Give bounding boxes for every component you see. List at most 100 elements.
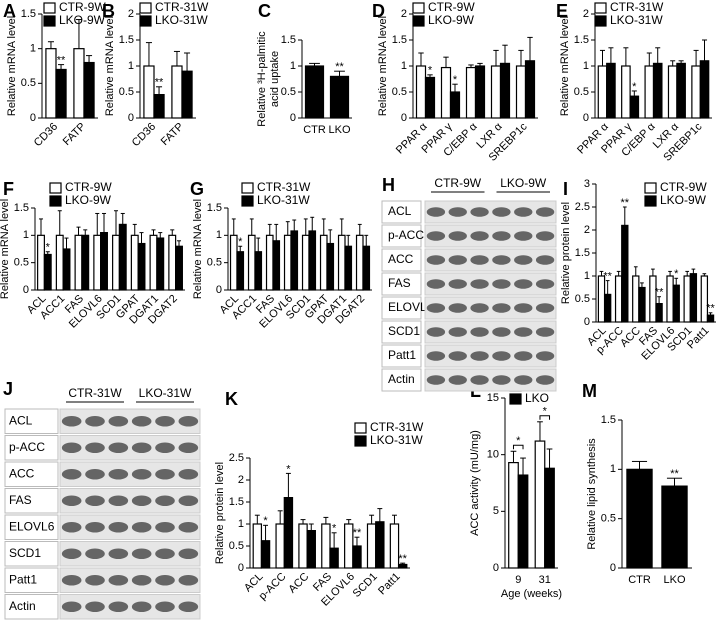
y-tick-label: 15 xyxy=(487,392,499,404)
bracket xyxy=(512,444,524,450)
y-tick-label: 1 xyxy=(128,60,134,72)
bar xyxy=(304,65,325,119)
y-tick-label: 0 xyxy=(238,562,244,574)
significance: ** xyxy=(57,55,66,67)
blot-strip xyxy=(59,594,201,620)
panel-letter: K xyxy=(225,389,238,409)
x-tick-label: 9 xyxy=(515,574,521,586)
y-tick-label: 1 xyxy=(610,463,616,475)
band xyxy=(108,415,129,427)
band xyxy=(470,279,489,289)
bar xyxy=(644,65,655,119)
blot-strip xyxy=(59,567,201,593)
band xyxy=(155,442,175,454)
y-tick-label: 2.5 xyxy=(575,201,590,213)
band xyxy=(85,415,105,427)
band xyxy=(155,495,175,507)
y-tick-label: 1.5 xyxy=(207,202,222,214)
bar xyxy=(449,91,461,119)
bar xyxy=(37,234,45,291)
y-tick-label: 1 xyxy=(583,60,589,72)
group-label: CTR-31W xyxy=(68,386,122,400)
x-tick-label: SCD1 xyxy=(351,571,380,600)
y-tick-label: 1 xyxy=(290,60,296,72)
band xyxy=(61,548,82,560)
band xyxy=(108,495,129,507)
significance: * xyxy=(332,523,337,535)
bar xyxy=(337,234,346,291)
bar xyxy=(254,251,263,291)
significance: * xyxy=(263,515,268,527)
y-tick-label: 0 xyxy=(30,112,36,124)
bar xyxy=(691,65,701,119)
y-tick-label: 0.5 xyxy=(21,77,36,89)
label-box xyxy=(381,296,422,320)
label-box xyxy=(4,461,59,487)
band xyxy=(448,255,467,265)
bar xyxy=(143,65,155,119)
legend-label: CTR-9W xyxy=(65,180,112,194)
band xyxy=(85,521,105,533)
y-axis-label: Relative mRNA level xyxy=(104,16,116,116)
band xyxy=(492,375,511,385)
band xyxy=(470,231,489,241)
legend-label: LKO-31W xyxy=(610,13,663,27)
y-tick-label: 0 xyxy=(128,112,134,124)
band xyxy=(492,255,511,265)
significance: * xyxy=(516,435,521,447)
band xyxy=(178,601,199,613)
y-tick-label: 0.5 xyxy=(207,257,222,269)
bar xyxy=(149,234,158,291)
bar xyxy=(706,314,715,323)
protein-label: ACC xyxy=(9,466,35,480)
significance: * xyxy=(428,65,433,77)
legend-label: CTR-31W xyxy=(610,0,664,14)
protein-label: p-ACC xyxy=(9,440,45,454)
y-tick-label: 2 xyxy=(238,474,244,486)
bar xyxy=(652,62,663,119)
protein-label: ACL xyxy=(9,413,33,427)
bar xyxy=(661,485,688,569)
significance: * xyxy=(238,236,243,248)
band xyxy=(85,548,105,560)
bar xyxy=(672,284,680,323)
bar xyxy=(614,275,623,323)
blot-strip xyxy=(424,248,557,272)
legend-label: LKO-9W xyxy=(428,13,475,27)
protein-label: ACL xyxy=(388,204,412,218)
band xyxy=(131,495,152,507)
significance: ** xyxy=(670,468,679,480)
y-tick-label: 0.5 xyxy=(392,86,407,98)
legend-label: CTR-31W xyxy=(370,420,424,434)
legend-label: LKO-31W xyxy=(155,13,208,27)
bar xyxy=(699,60,710,119)
y-axis-label: Relative mRNA level xyxy=(192,199,204,299)
band xyxy=(108,442,129,454)
bar xyxy=(649,275,657,323)
panel-letter: G xyxy=(190,179,204,199)
bar xyxy=(524,60,536,119)
y-tick-label: 0.5 xyxy=(281,86,296,98)
legend-swatch xyxy=(241,182,254,194)
band xyxy=(61,495,82,507)
y-axis-label: Relative mRNA level xyxy=(377,16,389,116)
x-tick-label: CD36 xyxy=(130,121,158,149)
band xyxy=(131,442,152,454)
bar xyxy=(375,521,385,569)
significance: * xyxy=(453,74,458,86)
bar xyxy=(153,93,165,119)
significance: * xyxy=(543,406,548,418)
band xyxy=(61,442,82,454)
band xyxy=(61,521,82,533)
band xyxy=(535,207,555,217)
label-box xyxy=(4,435,59,461)
bar xyxy=(290,230,299,291)
y-tick-label: 1.5 xyxy=(574,34,589,46)
significance: * xyxy=(674,268,679,280)
x-tick-label: 31 xyxy=(539,574,551,586)
protein-label: FAS xyxy=(9,493,32,507)
band xyxy=(492,303,511,313)
panel-letter: F xyxy=(3,179,14,199)
bar xyxy=(43,253,52,291)
y-tick-label: 1 xyxy=(238,518,244,530)
